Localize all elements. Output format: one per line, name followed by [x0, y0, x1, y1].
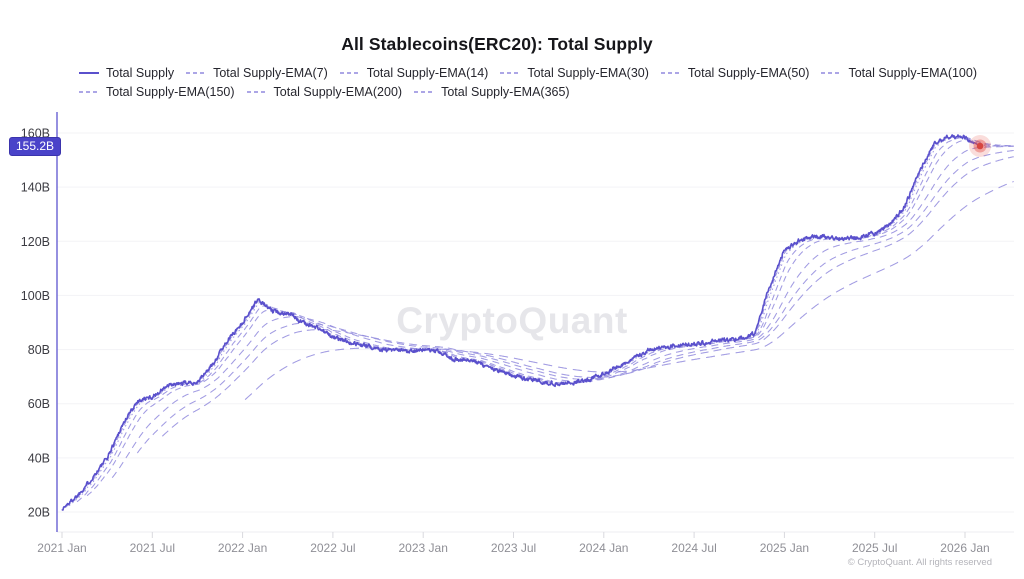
- y-axis-tick-label: 20B: [28, 506, 50, 520]
- ema-line-150[interactable]: [136, 149, 1014, 454]
- legend-item-total-supply[interactable]: Total Supply: [78, 66, 174, 80]
- x-axis-tick-label: 2023 Jul: [491, 541, 536, 555]
- legend-item-label: Total Supply-EMA(50): [687, 66, 810, 80]
- dashed-line-swatch-icon: [660, 72, 681, 74]
- y-axis-tick-label: 120B: [21, 235, 50, 249]
- legend-item-label: Total Supply-EMA(100): [848, 66, 977, 80]
- legend-row-2: Total Supply-EMA(150) Total Supply-EMA(20…: [78, 85, 978, 99]
- legend-item-total-supply-ema-30[interactable]: Total Supply-EMA(30): [499, 66, 649, 80]
- dashed-line-swatch-icon: [79, 91, 99, 93]
- legend-item-label: Total Supply-EMA(365): [441, 85, 570, 99]
- legend-item-label: Total Supply-EMA(7): [213, 66, 328, 80]
- ema-line-200[interactable]: [161, 156, 1014, 437]
- legend-item-label: Total Supply-EMA(30): [527, 66, 649, 80]
- solid-line-swatch-icon: [79, 72, 99, 74]
- y-axis-tick-label: 100B: [21, 289, 50, 303]
- ema-line-50[interactable]: [86, 139, 1014, 497]
- ema-line-30[interactable]: [76, 136, 1014, 503]
- x-axis-tick-label: 2024 Jan: [579, 541, 628, 555]
- legend-item-label: Total Supply-EMA(14): [366, 66, 489, 80]
- legend-item-total-supply-ema-14[interactable]: Total Supply-EMA(14): [339, 66, 489, 80]
- x-axis-tick-label: 2022 Jul: [310, 541, 355, 555]
- legend-item-total-supply-ema-200[interactable]: Total Supply-EMA(200): [246, 85, 403, 99]
- ema-line-14[interactable]: [68, 136, 1014, 507]
- legend-row-1: Total Supply Total Supply-EMA(7) Total Sup…: [78, 66, 978, 80]
- chart-title: All Stablecoins(ERC20): Total Supply: [341, 34, 653, 54]
- watermark: CryptoQuant: [396, 300, 628, 341]
- x-axis-tick-label: 2023 Jan: [399, 541, 448, 555]
- legend-item-label: Total Supply-EMA(150): [106, 85, 235, 99]
- legend-item-total-supply-ema-365[interactable]: Total Supply-EMA(365): [413, 85, 570, 99]
- x-axis-tick-label: 2021 Jan: [37, 541, 86, 555]
- ema-line-7[interactable]: [65, 135, 1014, 508]
- last-value-badge: 155.2B: [9, 137, 62, 156]
- y-axis-tick-label: 60B: [28, 397, 50, 411]
- x-axis-tick-label: 2025 Jul: [852, 541, 897, 555]
- x-axis-tick-label: 2024 Jul: [671, 541, 716, 555]
- legend-item-label: Total Supply: [106, 66, 175, 80]
- legend-item-total-supply-ema-50[interactable]: Total Supply-EMA(50): [660, 66, 810, 80]
- x-axis-tick-label: 2022 Jan: [218, 541, 267, 555]
- total-supply-line[interactable]: [61, 134, 981, 511]
- x-axis-tick-label: 2025 Jan: [760, 541, 809, 555]
- y-axis-tick-label: 140B: [21, 181, 50, 195]
- last-point-marker-dot[interactable]: [976, 142, 984, 150]
- legend: Total Supply Total Supply-EMA(7) Total Sup…: [78, 66, 978, 99]
- dashed-line-swatch-icon: [339, 72, 360, 74]
- dashed-line-swatch-icon: [186, 72, 207, 74]
- legend-item-label: Total Supply-EMA(200): [273, 85, 403, 99]
- copyright-text: © CryptoQuant. All rights reserved: [847, 557, 992, 568]
- x-axis-tick-label: 2021 Jul: [130, 541, 175, 555]
- legend-item-total-supply-ema-100[interactable]: Total Supply-EMA(100): [820, 66, 977, 80]
- ema-line-100[interactable]: [111, 145, 1014, 479]
- x-axis-tick-label: 2026 Jan: [940, 541, 989, 555]
- dashed-line-swatch-icon: [500, 72, 521, 74]
- y-axis-tick-label: 40B: [28, 451, 50, 465]
- y-axis-tick-label: 80B: [28, 343, 50, 357]
- dashed-line-swatch-icon: [821, 72, 842, 74]
- ema-line-365[interactable]: [244, 181, 1014, 401]
- dashed-line-swatch-icon: [246, 91, 267, 93]
- legend-item-total-supply-ema-150[interactable]: Total Supply-EMA(150): [78, 85, 235, 99]
- dashed-line-swatch-icon: [414, 91, 435, 93]
- legend-item-total-supply-ema-7[interactable]: Total Supply-EMA(7): [185, 66, 328, 80]
